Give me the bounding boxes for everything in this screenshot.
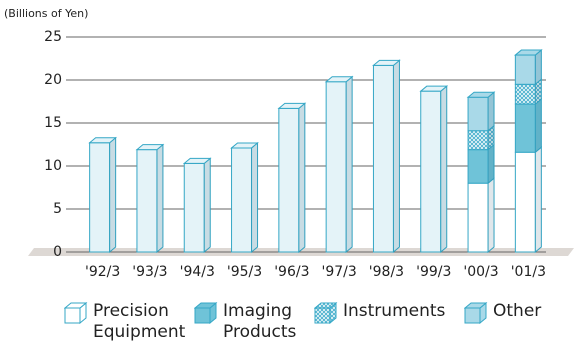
bar-top <box>372 59 401 66</box>
swatch-top <box>64 302 88 309</box>
x-tick-label: '99/3 <box>416 264 451 280</box>
bar <box>278 107 300 253</box>
y-tick-label: 25 <box>44 29 62 45</box>
bar <box>467 182 489 253</box>
swatch-top <box>194 302 218 309</box>
x-tick-label: '00/3 <box>463 264 498 280</box>
x-tick-label: '97/3 <box>322 264 357 280</box>
bar <box>183 162 205 253</box>
bar-side-shade <box>535 147 542 252</box>
bar-side-shade <box>251 142 258 252</box>
bar-top <box>324 76 354 83</box>
bar-side-shade <box>393 60 400 252</box>
y-tick-label: 20 <box>44 72 62 88</box>
legend-swatch <box>64 302 88 324</box>
bar-side-shade <box>535 99 542 153</box>
plot: (Billions of Yen) 0 5 10 15 20 25 '92/3 '93/3 '9… <box>4 7 574 280</box>
x-tick-label: '01/3 <box>511 264 546 280</box>
bar-side-shade <box>109 137 116 252</box>
bar <box>325 81 347 253</box>
swatch-top <box>464 302 488 309</box>
legend-label: Instruments <box>343 301 446 321</box>
bar <box>136 149 158 253</box>
bar-side-shade <box>488 125 495 150</box>
bar-side-shade <box>488 178 495 252</box>
y-tick-label: 15 <box>44 115 62 131</box>
bar <box>514 54 536 85</box>
bar-side-shade <box>440 86 447 253</box>
bar <box>372 64 394 253</box>
bar-side-shade <box>535 79 542 105</box>
bar-top <box>230 142 259 149</box>
bar-top <box>419 85 449 92</box>
bar <box>231 147 253 253</box>
x-tick-label: '92/3 <box>85 264 120 280</box>
legend-label: Imaging Products <box>223 301 297 342</box>
y-axis-label: (Billions of Yen) <box>4 7 88 20</box>
y-tick-label: 5 <box>53 201 62 217</box>
bar <box>89 142 111 253</box>
legend-item: Other <box>464 301 541 324</box>
legend-item: Imaging Products <box>194 301 333 343</box>
bar-side-shade <box>156 144 163 252</box>
swatch-front <box>194 307 211 324</box>
bar-side-shade <box>346 76 353 252</box>
legend-label: Other <box>493 301 542 321</box>
swatch-top <box>314 302 338 309</box>
y-tick-label: 10 <box>44 158 62 174</box>
bar <box>420 90 442 253</box>
x-tick-label: '95/3 <box>227 264 262 280</box>
x-tick-label: '94/3 <box>180 264 215 280</box>
legend-swatch <box>314 302 338 324</box>
swatch-front <box>314 307 331 324</box>
bar <box>514 83 536 105</box>
legend-item: Precision Equipment <box>64 301 203 343</box>
bar-side-shade <box>298 103 305 252</box>
legend-swatch <box>464 302 488 324</box>
bar-top <box>513 49 543 56</box>
x-tick-label: '93/3 <box>132 264 167 280</box>
bar <box>514 103 536 153</box>
swatch-front <box>64 307 81 324</box>
bar <box>467 96 489 132</box>
swatch-front <box>464 307 481 324</box>
bar-top <box>135 144 165 151</box>
bar-side-shade <box>488 144 495 184</box>
legend-label: Precision Equipment <box>93 301 186 342</box>
y-tick-label: 0 <box>53 244 62 260</box>
bar-top <box>466 91 496 98</box>
bar-top <box>88 137 118 144</box>
x-tick-label: '98/3 <box>369 264 404 280</box>
bar-side-shade <box>488 92 495 131</box>
bar <box>467 149 489 184</box>
bar <box>514 151 536 253</box>
bar <box>467 130 489 151</box>
legend-swatch <box>194 302 218 324</box>
bar-top <box>182 157 212 164</box>
bar-side-shade <box>535 50 542 85</box>
bar-side-shade <box>204 158 211 252</box>
legend-item: Instruments <box>314 301 445 324</box>
x-tick-label: '96/3 <box>274 264 309 280</box>
bar-top <box>277 102 307 109</box>
